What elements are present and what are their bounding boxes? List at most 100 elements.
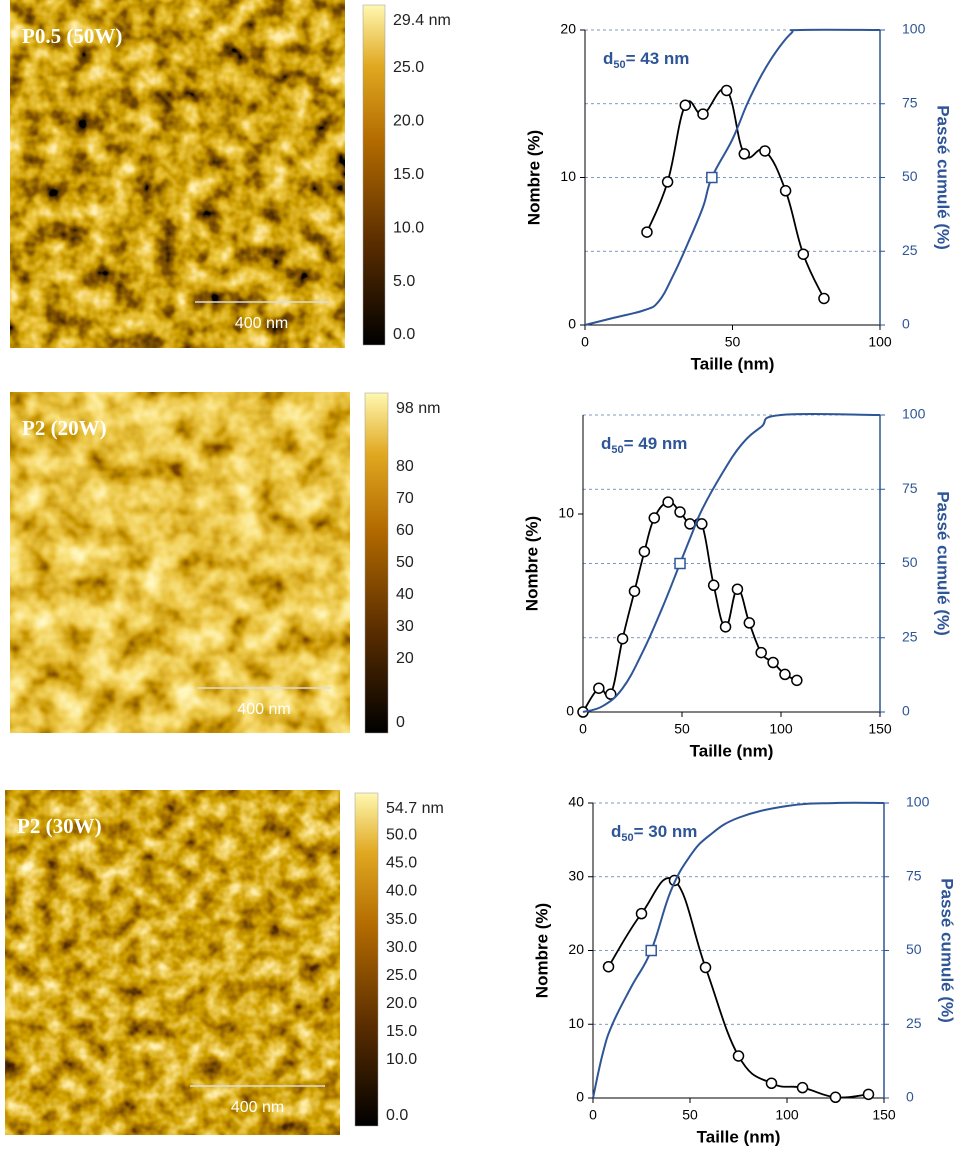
colorbar-tick-label: 30 xyxy=(396,618,414,635)
colorbar xyxy=(362,4,386,346)
data-point xyxy=(791,674,803,687)
y2-tick-label: 25 xyxy=(906,1015,922,1031)
y-tick-label: 40 xyxy=(568,794,584,810)
data-point xyxy=(765,1077,778,1089)
data-point xyxy=(767,656,779,669)
scale-bar-label: 400 nm xyxy=(237,701,290,718)
x-tick-label: 150 xyxy=(872,1107,896,1123)
data-point xyxy=(755,646,767,659)
afm-image xyxy=(10,0,345,348)
annotation-sub: 50 xyxy=(621,832,633,844)
y2-tick-label: 0 xyxy=(902,703,910,719)
y-tick-label: 20 xyxy=(568,941,584,957)
y2-tick-label: 75 xyxy=(906,867,922,883)
annotation: d50= 43 nm xyxy=(603,49,689,70)
colorbar-tick-label: 80 xyxy=(396,458,414,475)
x-axis-label: Taille (nm) xyxy=(697,1127,781,1146)
x-tick-label: 50 xyxy=(682,1107,698,1123)
colorbar-tick-label: 35.0 xyxy=(386,911,417,928)
x-tick-label: 100 xyxy=(868,334,892,350)
colorbar-tick-label: 20.0 xyxy=(393,113,424,130)
data-point xyxy=(743,617,756,629)
colorbar xyxy=(364,392,389,734)
y2-tick-label: 75 xyxy=(902,94,918,110)
annotation: d50= 49 nm xyxy=(601,434,687,455)
data-point xyxy=(602,960,615,973)
x-tick-label: 50 xyxy=(725,334,741,350)
colorbar-tick-label: 25.0 xyxy=(386,967,417,984)
y2-tick-label: 75 xyxy=(902,480,918,496)
data-point xyxy=(616,632,629,645)
annotation-main: d xyxy=(603,49,613,68)
y2-tick-label: 100 xyxy=(906,794,930,810)
colorbar-tick-label: 15.0 xyxy=(386,1023,417,1040)
series-line xyxy=(646,88,825,299)
x-tick-label: 0 xyxy=(581,334,589,350)
data-point xyxy=(707,579,720,592)
colorbar-tick-label: 30.0 xyxy=(386,939,417,956)
data-point xyxy=(818,292,830,305)
annotation-sub: 50 xyxy=(611,444,623,456)
panel-label: P0.5 (50W) xyxy=(22,24,122,48)
y2-tick-label: 0 xyxy=(902,316,910,332)
data-point xyxy=(604,688,617,700)
y2-tick-label: 0 xyxy=(906,1089,914,1105)
annotation-main: d xyxy=(601,434,611,453)
colorbar-tick-label: 29.4 nm xyxy=(393,12,451,29)
colorbar-tick-label: 50.0 xyxy=(386,827,417,844)
data-point xyxy=(720,84,733,97)
d50-marker xyxy=(645,944,657,957)
data-point xyxy=(732,1050,745,1062)
y2-tick-label: 25 xyxy=(902,628,918,644)
colorbar-tick-label: 98 nm xyxy=(396,400,440,417)
data-point xyxy=(638,545,651,558)
y-tick-label: 0 xyxy=(576,1089,584,1105)
annotation-rest: = 49 nm xyxy=(624,434,688,453)
d50-marker xyxy=(706,171,718,184)
data-point xyxy=(797,248,810,260)
y-axis-label: Nombre (%) xyxy=(522,516,541,611)
y2-tick-label: 50 xyxy=(902,554,918,570)
data-point xyxy=(862,1088,875,1101)
panel-label: P2 (30W) xyxy=(17,814,102,838)
data-point xyxy=(641,226,653,238)
colorbar-tick-label: 40 xyxy=(396,586,414,603)
colorbar-tick-label: 15.0 xyxy=(393,166,424,183)
series-line xyxy=(582,412,881,713)
data-point xyxy=(648,512,661,524)
data-point xyxy=(779,185,792,197)
y-tick-label: 0 xyxy=(566,703,574,719)
y-tick-label: 10 xyxy=(558,505,574,521)
x-axis-label: Taille (nm) xyxy=(691,354,775,373)
annotation-main: d xyxy=(611,822,621,841)
data-point xyxy=(593,682,605,694)
data-point xyxy=(635,907,648,920)
colorbar-tick-label: 50 xyxy=(396,554,414,571)
colorbar-tick-label: 5.0 xyxy=(393,273,415,290)
colorbar-tick-label: 70 xyxy=(396,490,414,507)
data-point xyxy=(829,1091,842,1104)
y2-tick-label: 50 xyxy=(906,941,922,957)
colorbar-tick-label: 40.0 xyxy=(386,883,417,900)
colorbar-tick-label: 45.0 xyxy=(386,855,417,872)
y2-tick-label: 50 xyxy=(902,168,918,184)
colorbar-tick-label: 54.7 nm xyxy=(386,800,444,817)
data-point xyxy=(779,668,791,681)
d50-marker xyxy=(674,557,686,570)
y-axis-label: Nombre (%) xyxy=(524,130,543,225)
y2-tick-label: 100 xyxy=(902,21,926,37)
y-tick-label: 0 xyxy=(568,316,576,332)
panel-label: P2 (20W) xyxy=(22,416,107,440)
y2-tick-label: 100 xyxy=(902,406,926,422)
series-line xyxy=(582,501,798,713)
colorbar-tick-label: 25.0 xyxy=(393,59,424,76)
y-tick-label: 30 xyxy=(568,867,584,883)
annotation-sub: 50 xyxy=(613,59,625,71)
x-tick-label: 0 xyxy=(589,1107,597,1123)
data-point xyxy=(738,148,751,160)
annotation-rest: = 30 nm xyxy=(634,822,698,841)
data-point xyxy=(674,506,686,518)
y-axis-label: Nombre (%) xyxy=(532,903,551,998)
data-point xyxy=(679,99,692,111)
